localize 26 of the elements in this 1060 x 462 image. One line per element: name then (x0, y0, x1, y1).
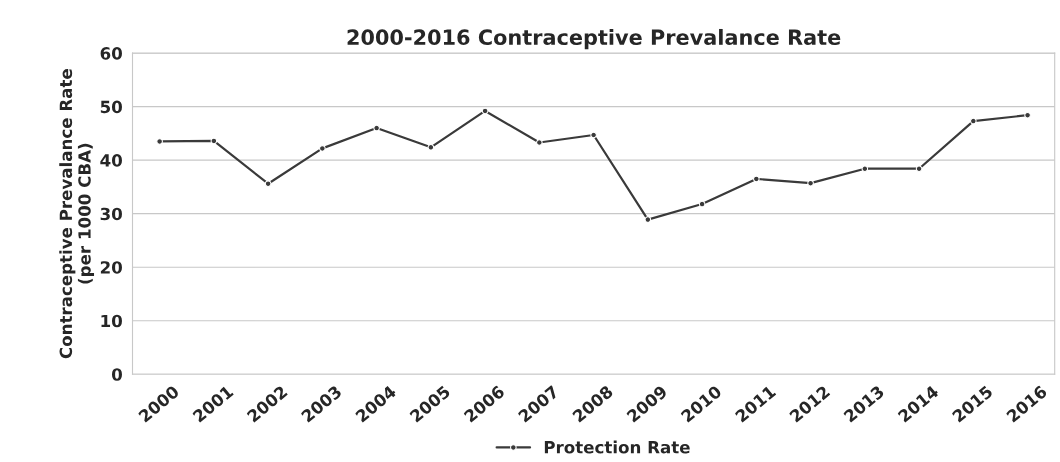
point (264, 180, 272, 187)
y-tick-label: 30 (100, 207, 122, 221)
point (861, 165, 869, 173)
y-tick-label: 50 (100, 100, 122, 114)
point (915, 165, 923, 173)
point (644, 216, 652, 223)
point (156, 138, 163, 145)
y-tick-label: 0 (111, 368, 122, 381)
legend-label: Protection Rate (544, 440, 690, 454)
chart-title: 2000-2016 Contraceptive Prevalance Rate (347, 28, 841, 50)
y-tick-label: 40 (100, 154, 122, 167)
y-axis-title: Contraceptive Prevalance Rate (per 1000 CBA) (59, 69, 95, 359)
point (698, 200, 706, 208)
y-tick-label: 20 (100, 261, 122, 274)
point (319, 145, 326, 152)
point (481, 107, 489, 115)
point (753, 175, 760, 183)
point (1024, 111, 1031, 119)
point (373, 124, 380, 132)
y-tick-label: 10 (101, 314, 122, 328)
point (536, 139, 543, 146)
point (210, 137, 218, 145)
point (970, 117, 977, 125)
point (590, 131, 597, 139)
y-tick-label: 60 (100, 47, 122, 60)
point (427, 144, 435, 151)
